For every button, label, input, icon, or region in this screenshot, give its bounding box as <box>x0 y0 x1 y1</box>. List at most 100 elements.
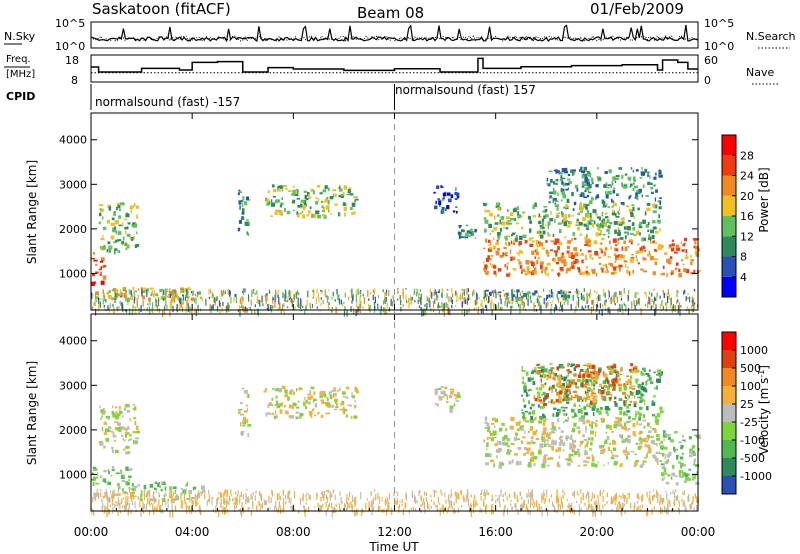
power-colorbar: 4 8 12 16 20 24 28 <box>721 134 754 298</box>
time-tick-4: 16:00 <box>478 525 513 539</box>
power-colorbar-tick-4: 20 <box>740 190 754 203</box>
velocity-colorbar-swatch-4 <box>722 404 736 422</box>
freq-tick-8: 8 <box>71 74 78 87</box>
power-colorbar-tick-2: 12 <box>740 230 754 243</box>
nsky-panel: N.Sky 10^5 10^0 10^5 10^0 N.Search <box>4 17 796 53</box>
velocity-colorbar-tick-6: -500 <box>740 452 765 465</box>
cpid-panel: CPID normalsound (fast) -157 normalsound… <box>6 83 536 110</box>
power-colorbar-swatch-7 <box>722 135 736 156</box>
velocity-colorbar-swatch-5 <box>722 386 736 404</box>
time-tick-3: 12:00 <box>377 525 412 539</box>
freq-label-bottom: [MHz] <box>6 69 35 80</box>
power-echo-region-7 <box>483 237 702 278</box>
nsky-scale-top: 10^5 <box>55 17 85 30</box>
velocity-data <box>91 363 701 518</box>
velocity-colorbar-tick-4: -25 <box>740 416 758 429</box>
velocity-colorbar-tick-1: 500 <box>740 362 761 375</box>
cpid-segment-1: normalsound (fast) -157 <box>95 95 240 109</box>
power-echo-region-1 <box>91 252 107 286</box>
time-tick-2: 08:00 <box>276 525 311 539</box>
time-axis: 00:00 04:00 08:00 12:00 16:00 20:00 00:00 <box>74 113 716 539</box>
time-tick-0: 00:00 <box>74 525 109 539</box>
date-title: 01/Feb/2009 <box>590 0 684 18</box>
power-colorbar-swatch-1 <box>722 256 736 277</box>
power-echo-region-9 <box>546 166 663 206</box>
power-ytick-2000: 2000 <box>59 223 87 236</box>
power-colorbar-swatch-0 <box>722 276 736 298</box>
power-echo-region-5 <box>433 185 460 214</box>
power-colorbar-swatch-2 <box>722 236 736 257</box>
power-ytick-3000: 3000 <box>59 178 87 191</box>
power-colorbar-swatch-3 <box>722 216 736 237</box>
velocity-echo-region-4 <box>237 387 252 438</box>
freq-series <box>91 57 698 73</box>
velocity-colorbar-swatch-1 <box>722 458 736 476</box>
velocity-echo-region-1 <box>91 465 133 487</box>
power-echo-region-4 <box>265 184 359 219</box>
power-colorbar-swatch-6 <box>722 155 736 176</box>
velocity-colorbar-tick-7: -1000 <box>740 470 772 483</box>
cpid-segment-2: normalsound (fast) 157 <box>395 83 536 97</box>
velocity-panel: 1000 2000 3000 4000 Slant Range [km] <box>25 313 701 518</box>
velocity-colorbar-tick-5: -100 <box>740 434 765 447</box>
power-ytick-4000: 4000 <box>59 134 87 147</box>
power-colorbar-tick-5: 24 <box>740 170 754 183</box>
time-tick-6: 00:00 <box>681 525 716 539</box>
nsky-scale-bottom: 10^0 <box>55 40 85 53</box>
nave-tick-0: 0 <box>704 74 711 87</box>
power-panel: 1000 2000 3000 4000 Slant Range [km] <box>25 112 702 317</box>
velocity-ytick-1000: 1000 <box>59 468 87 481</box>
velocity-colorbar-swatch-7 <box>722 350 736 368</box>
velocity-echo-region-0 <box>98 403 140 455</box>
nsearch-series <box>90 34 699 43</box>
nsearch-label: N.Search <box>746 30 796 43</box>
time-tick-1: 04:00 <box>175 525 210 539</box>
nave-tick-60: 60 <box>704 54 718 67</box>
time-tick-5: 20:00 <box>580 525 615 539</box>
freq-panel: Freq. [MHz] 18 8 60 0 Nave <box>4 54 780 87</box>
velocity-echo-region-7 <box>483 416 663 469</box>
power-echo-region-8 <box>483 202 662 242</box>
power-echo-region-6 <box>457 224 477 240</box>
nsky-label: N.Sky <box>4 30 36 43</box>
velocity-echo-region-10 <box>533 363 638 407</box>
velocity-colorbar-tick-0: 1000 <box>740 344 768 357</box>
freq-label-top: Freq. <box>6 54 31 65</box>
velocity-colorbar-swatch-6 <box>722 368 736 386</box>
cpid-label: CPID <box>6 90 35 103</box>
power-colorbar-tick-1: 8 <box>740 251 747 264</box>
velocity-echo-region-8 <box>660 430 701 486</box>
velocity-colorbar-tick-2: 100 <box>740 380 761 393</box>
velocity-colorbar-swatch-2 <box>722 440 736 458</box>
power-colorbar-swatch-5 <box>722 175 736 196</box>
power-colorbar-label: Power [dB] <box>757 167 771 232</box>
velocity-ytick-4000: 4000 <box>59 335 87 348</box>
power-colorbar-tick-6: 28 <box>740 149 754 162</box>
station-title: Saskatoon (fitACF) <box>92 0 231 18</box>
power-ytick-1000: 1000 <box>59 267 87 280</box>
time-axis-label: Time UT <box>368 540 419 554</box>
velocity-ytick-2000: 2000 <box>59 424 87 437</box>
power-ylabel: Slant Range [km] <box>25 160 39 264</box>
velocity-colorbar-tick-3: 25 <box>740 398 754 411</box>
velocity-colorbar-swatch-8 <box>722 332 736 350</box>
velocity-ylabel: Slant Range [km] <box>25 361 39 465</box>
velocity-colorbar-swatch-3 <box>722 422 736 440</box>
power-colorbar-swatch-4 <box>722 195 736 217</box>
beam-title: Beam 08 <box>357 4 424 22</box>
nsearch-scale-bottom: 10^0 <box>704 40 734 53</box>
power-echo-region-3 <box>237 189 251 236</box>
nsky-series <box>90 24 699 43</box>
velocity-echo-region-6 <box>434 386 461 413</box>
velocity-ytick-3000: 3000 <box>59 379 87 392</box>
freq-tick-18: 18 <box>65 54 79 67</box>
nsearch-scale-top: 10^5 <box>704 17 734 30</box>
power-colorbar-tick-3: 16 <box>740 210 754 223</box>
velocity-echo-region-5 <box>263 385 359 420</box>
velocity-colorbar-swatch-0 <box>722 476 736 494</box>
nave-label: Nave <box>746 66 774 79</box>
power-data <box>91 166 702 317</box>
power-echo-region-0 <box>98 202 139 255</box>
velocity-ground-scatter <box>91 489 699 518</box>
